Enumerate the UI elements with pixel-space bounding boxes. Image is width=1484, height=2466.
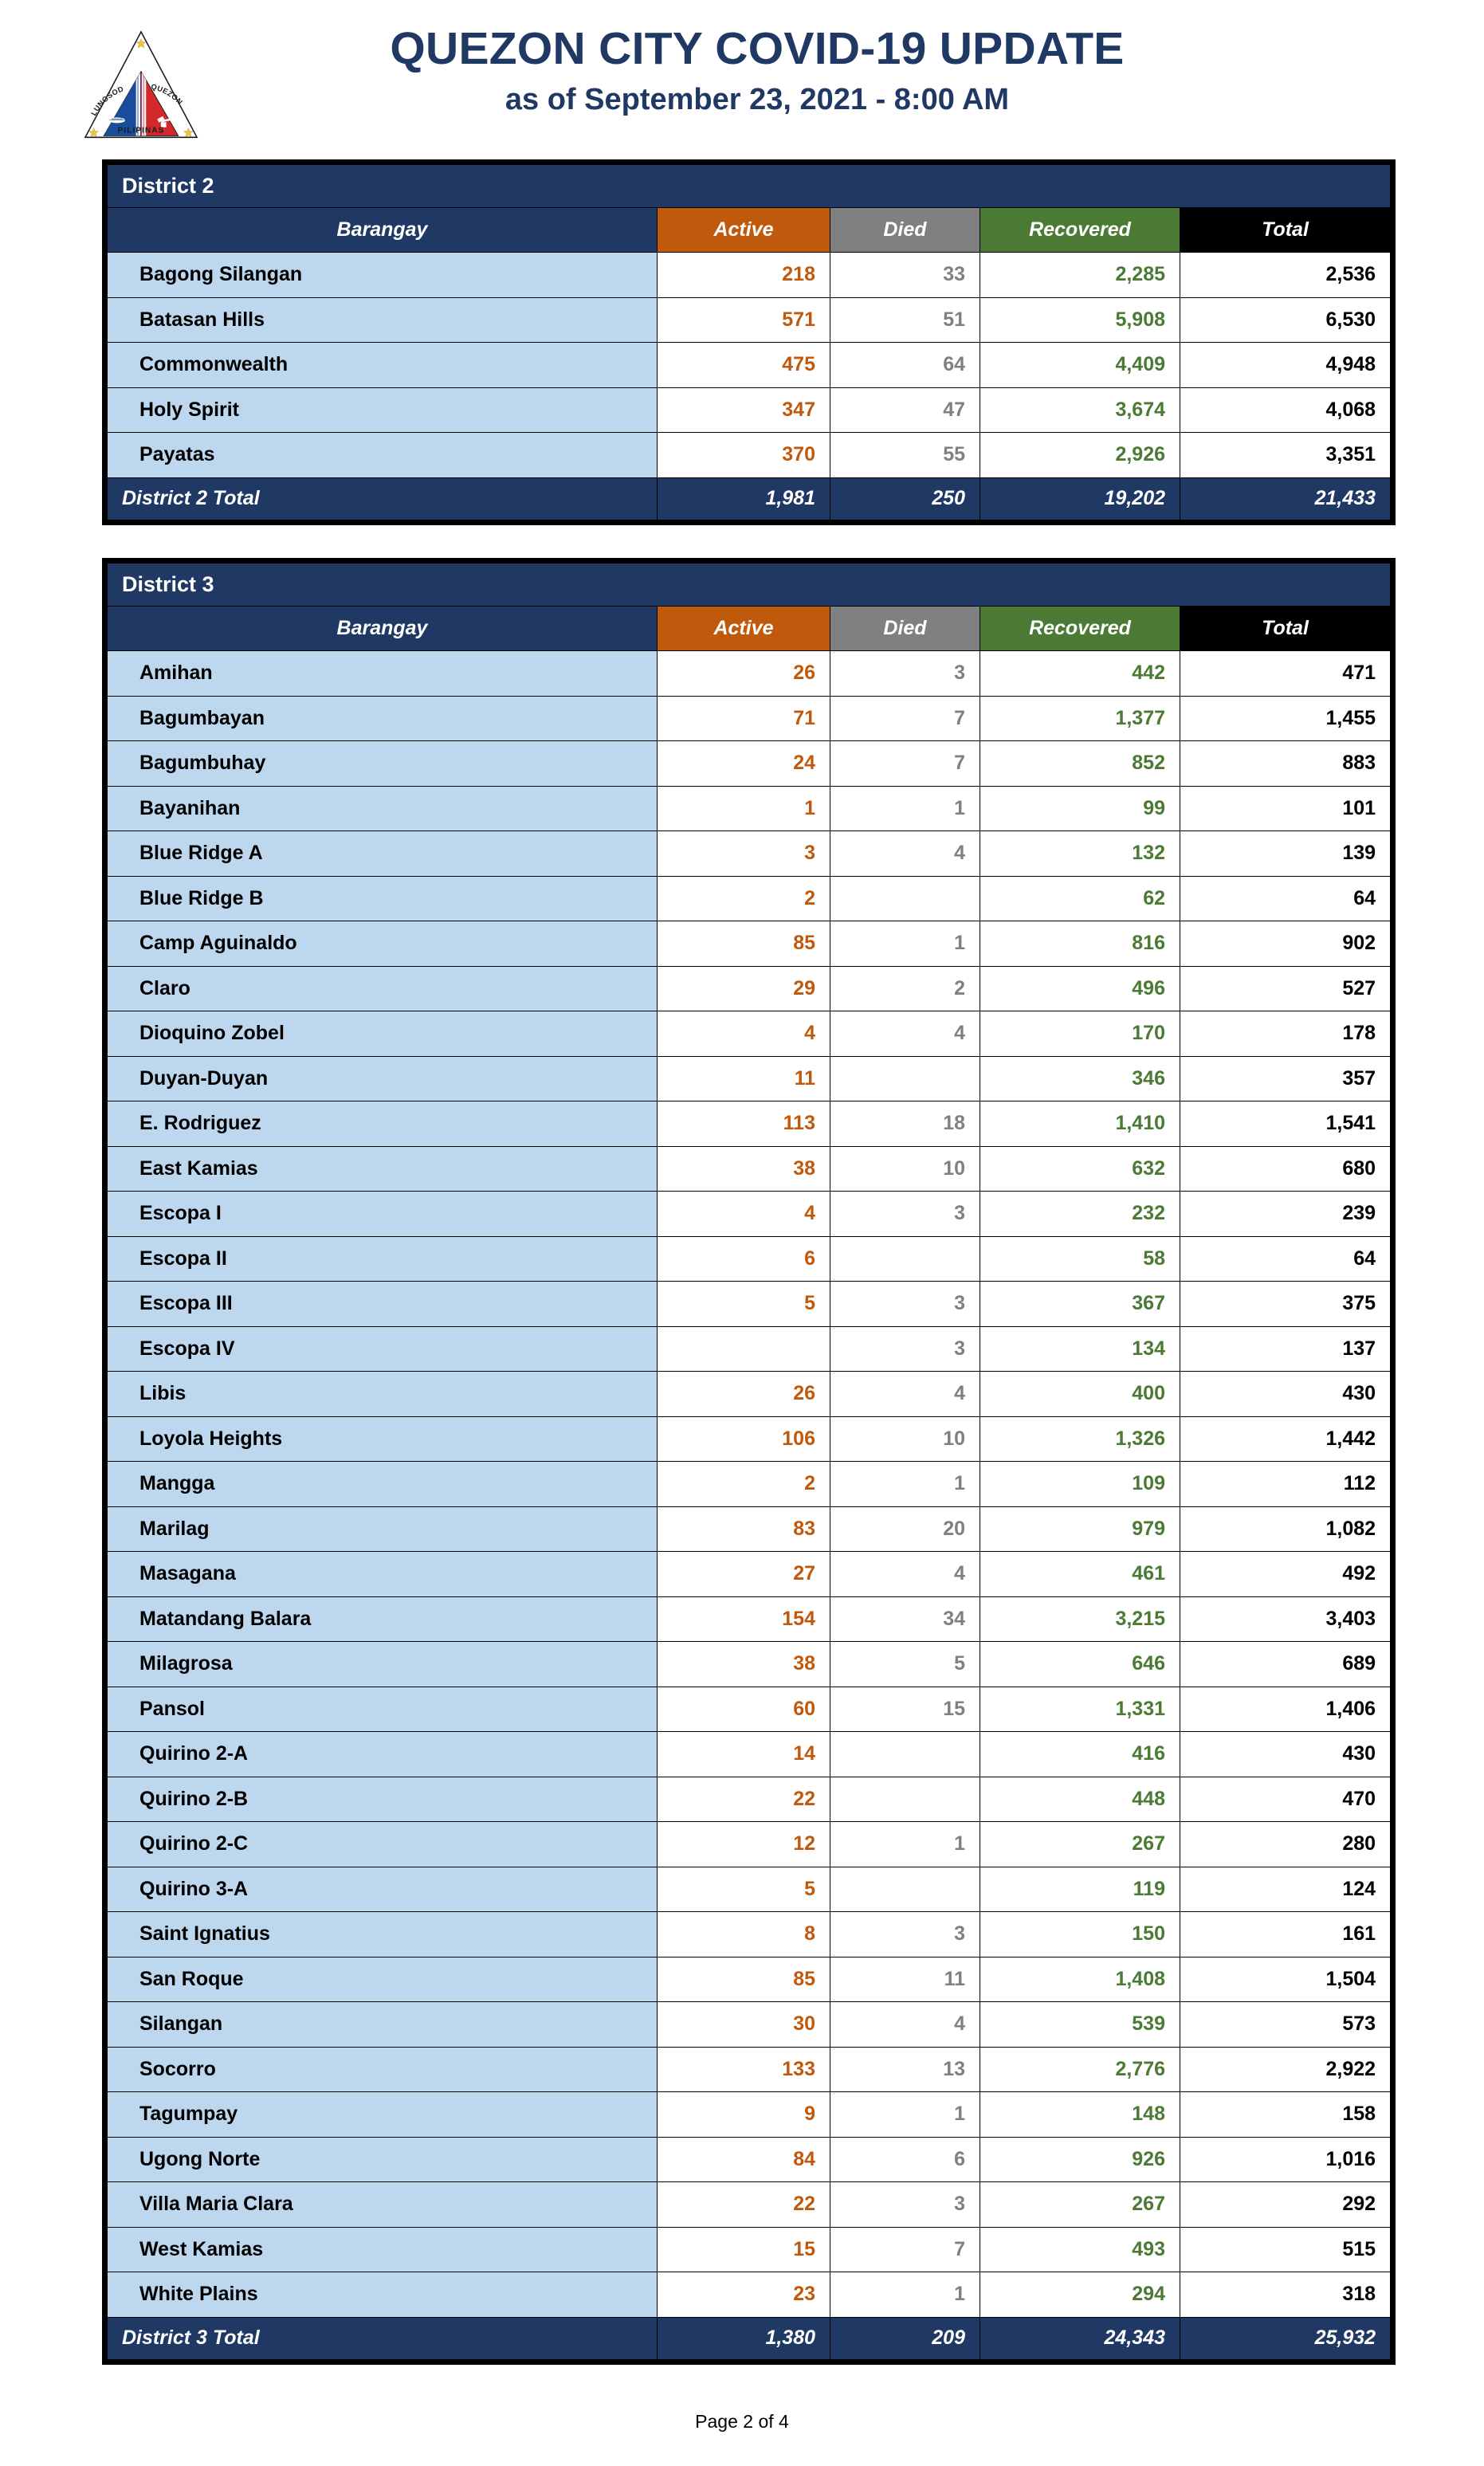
svg-text:PILIPINAS: PILIPINAS: [118, 126, 165, 135]
